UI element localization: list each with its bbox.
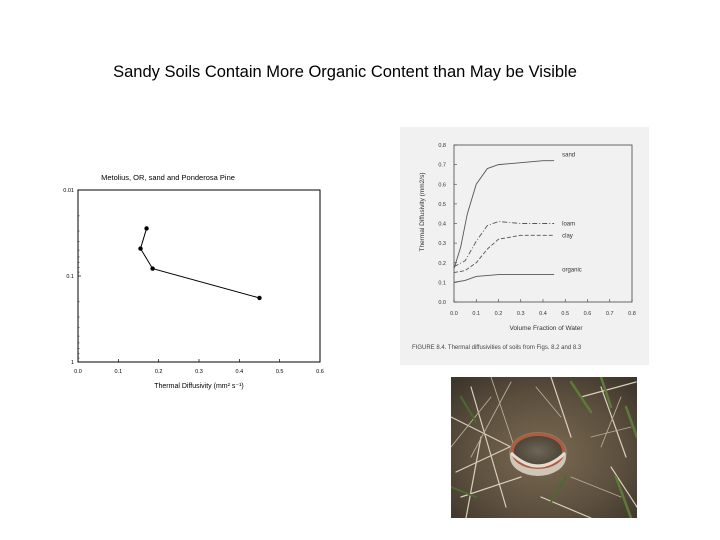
left-chart-x-tick-label: 0.0: [74, 369, 82, 375]
right-chart-series-line-clay: [453, 234, 555, 274]
right-chart-ylabel: Thermal Diffusivity (mm2/s): [419, 173, 426, 252]
right-chart-series-line-loam: [453, 221, 555, 268]
left-chart-x-tick-label: 0.5: [276, 369, 284, 375]
right-chart-x-tick-label: 0.5: [561, 311, 569, 317]
left-chart-x-tick-label: 0.6: [316, 369, 324, 375]
left-chart-y-tick-label: 0.01: [63, 188, 74, 194]
right-chart-x-tick-label: 0.1: [472, 311, 480, 317]
right-chart-series-line-sand: [453, 160, 555, 269]
right-chart-series-label-sand: sand: [562, 153, 575, 159]
right-chart-x-tick-label: 0.6: [584, 311, 592, 317]
scan-background: [400, 127, 649, 365]
sample-ring: [509, 432, 567, 476]
left-chart-data-point: [138, 246, 143, 251]
right-chart-series-label-clay: clay: [562, 233, 573, 239]
vegetation-strokes: [451, 377, 637, 518]
slide-title: Sandy Soils Contain More Organic Content…: [113, 63, 577, 81]
right-chart-series-label-loam: loam: [562, 222, 575, 228]
right-chart-xlabel: Volume Fraction of Water: [509, 325, 583, 332]
left-chart-series-line: [139, 228, 260, 299]
left-chart-x-tick-label: 0.2: [155, 369, 163, 375]
right-chart-caption: FIGURE 8.4. Thermal diffusivities of soi…: [412, 345, 582, 351]
left-chart-y-tick-label: 0.1: [66, 274, 74, 280]
right-chart: 0.0 0.1 0.2 0.3 0.4 0.5 0.6 0.7 0.8 0.0 0.1 0.2 0.3 0…: [400, 127, 649, 365]
right-chart-y-tick-label: 0.3: [438, 241, 446, 247]
left-chart-data-point: [150, 266, 155, 271]
right-chart-y-tick-label: 0.5: [438, 202, 446, 208]
right-chart-series-label-organic: organic: [562, 268, 582, 274]
right-chart-y-tick-label: 0.1: [438, 280, 446, 286]
right-chart-y-tick-label: 0.0: [438, 300, 446, 306]
right-chart-x-tick-label: 0.7: [606, 311, 614, 317]
left-chart-title: Metolius, OR, sand and Ponderosa Pine: [101, 173, 235, 182]
right-chart-y-tick-label: 0.2: [438, 261, 446, 267]
left-chart-data-point: [257, 295, 262, 301]
left-chart-y-tick-label: 1: [71, 360, 74, 366]
right-chart-x-tick-label: 0.4: [539, 311, 547, 317]
right-chart-x-tick-label: 0.8: [628, 311, 636, 317]
left-chart-x-tick-label: 0.1: [115, 369, 123, 375]
right-chart-y-tick-label: 0.4: [438, 222, 446, 228]
left-chart-x-tick-label: 0.3: [195, 369, 203, 375]
left-chart-xlabel: Thermal Diffusivity (mm² s⁻¹): [154, 383, 244, 390]
left-chart: Metolius, OR, sand and Ponderosa Pine 0.…: [63, 173, 324, 390]
left-chart-data-point: [144, 226, 149, 231]
right-chart-series-line-organic: [453, 274, 555, 283]
right-chart-x-tick-label: 0.0: [450, 311, 458, 317]
left-chart-plot-frame: [77, 189, 321, 363]
soil-sample-photo: [451, 377, 637, 518]
right-chart-y-tick-label: 0.7: [438, 163, 446, 169]
right-chart-y-tick-label: 0.6: [438, 182, 446, 188]
left-chart-x-tick-label: 0.4: [236, 369, 244, 375]
right-chart-x-tick-label: 0.2: [495, 311, 503, 317]
right-chart-x-tick-label: 0.3: [517, 311, 525, 317]
right-chart-y-tick-label: 0.8: [438, 143, 446, 149]
